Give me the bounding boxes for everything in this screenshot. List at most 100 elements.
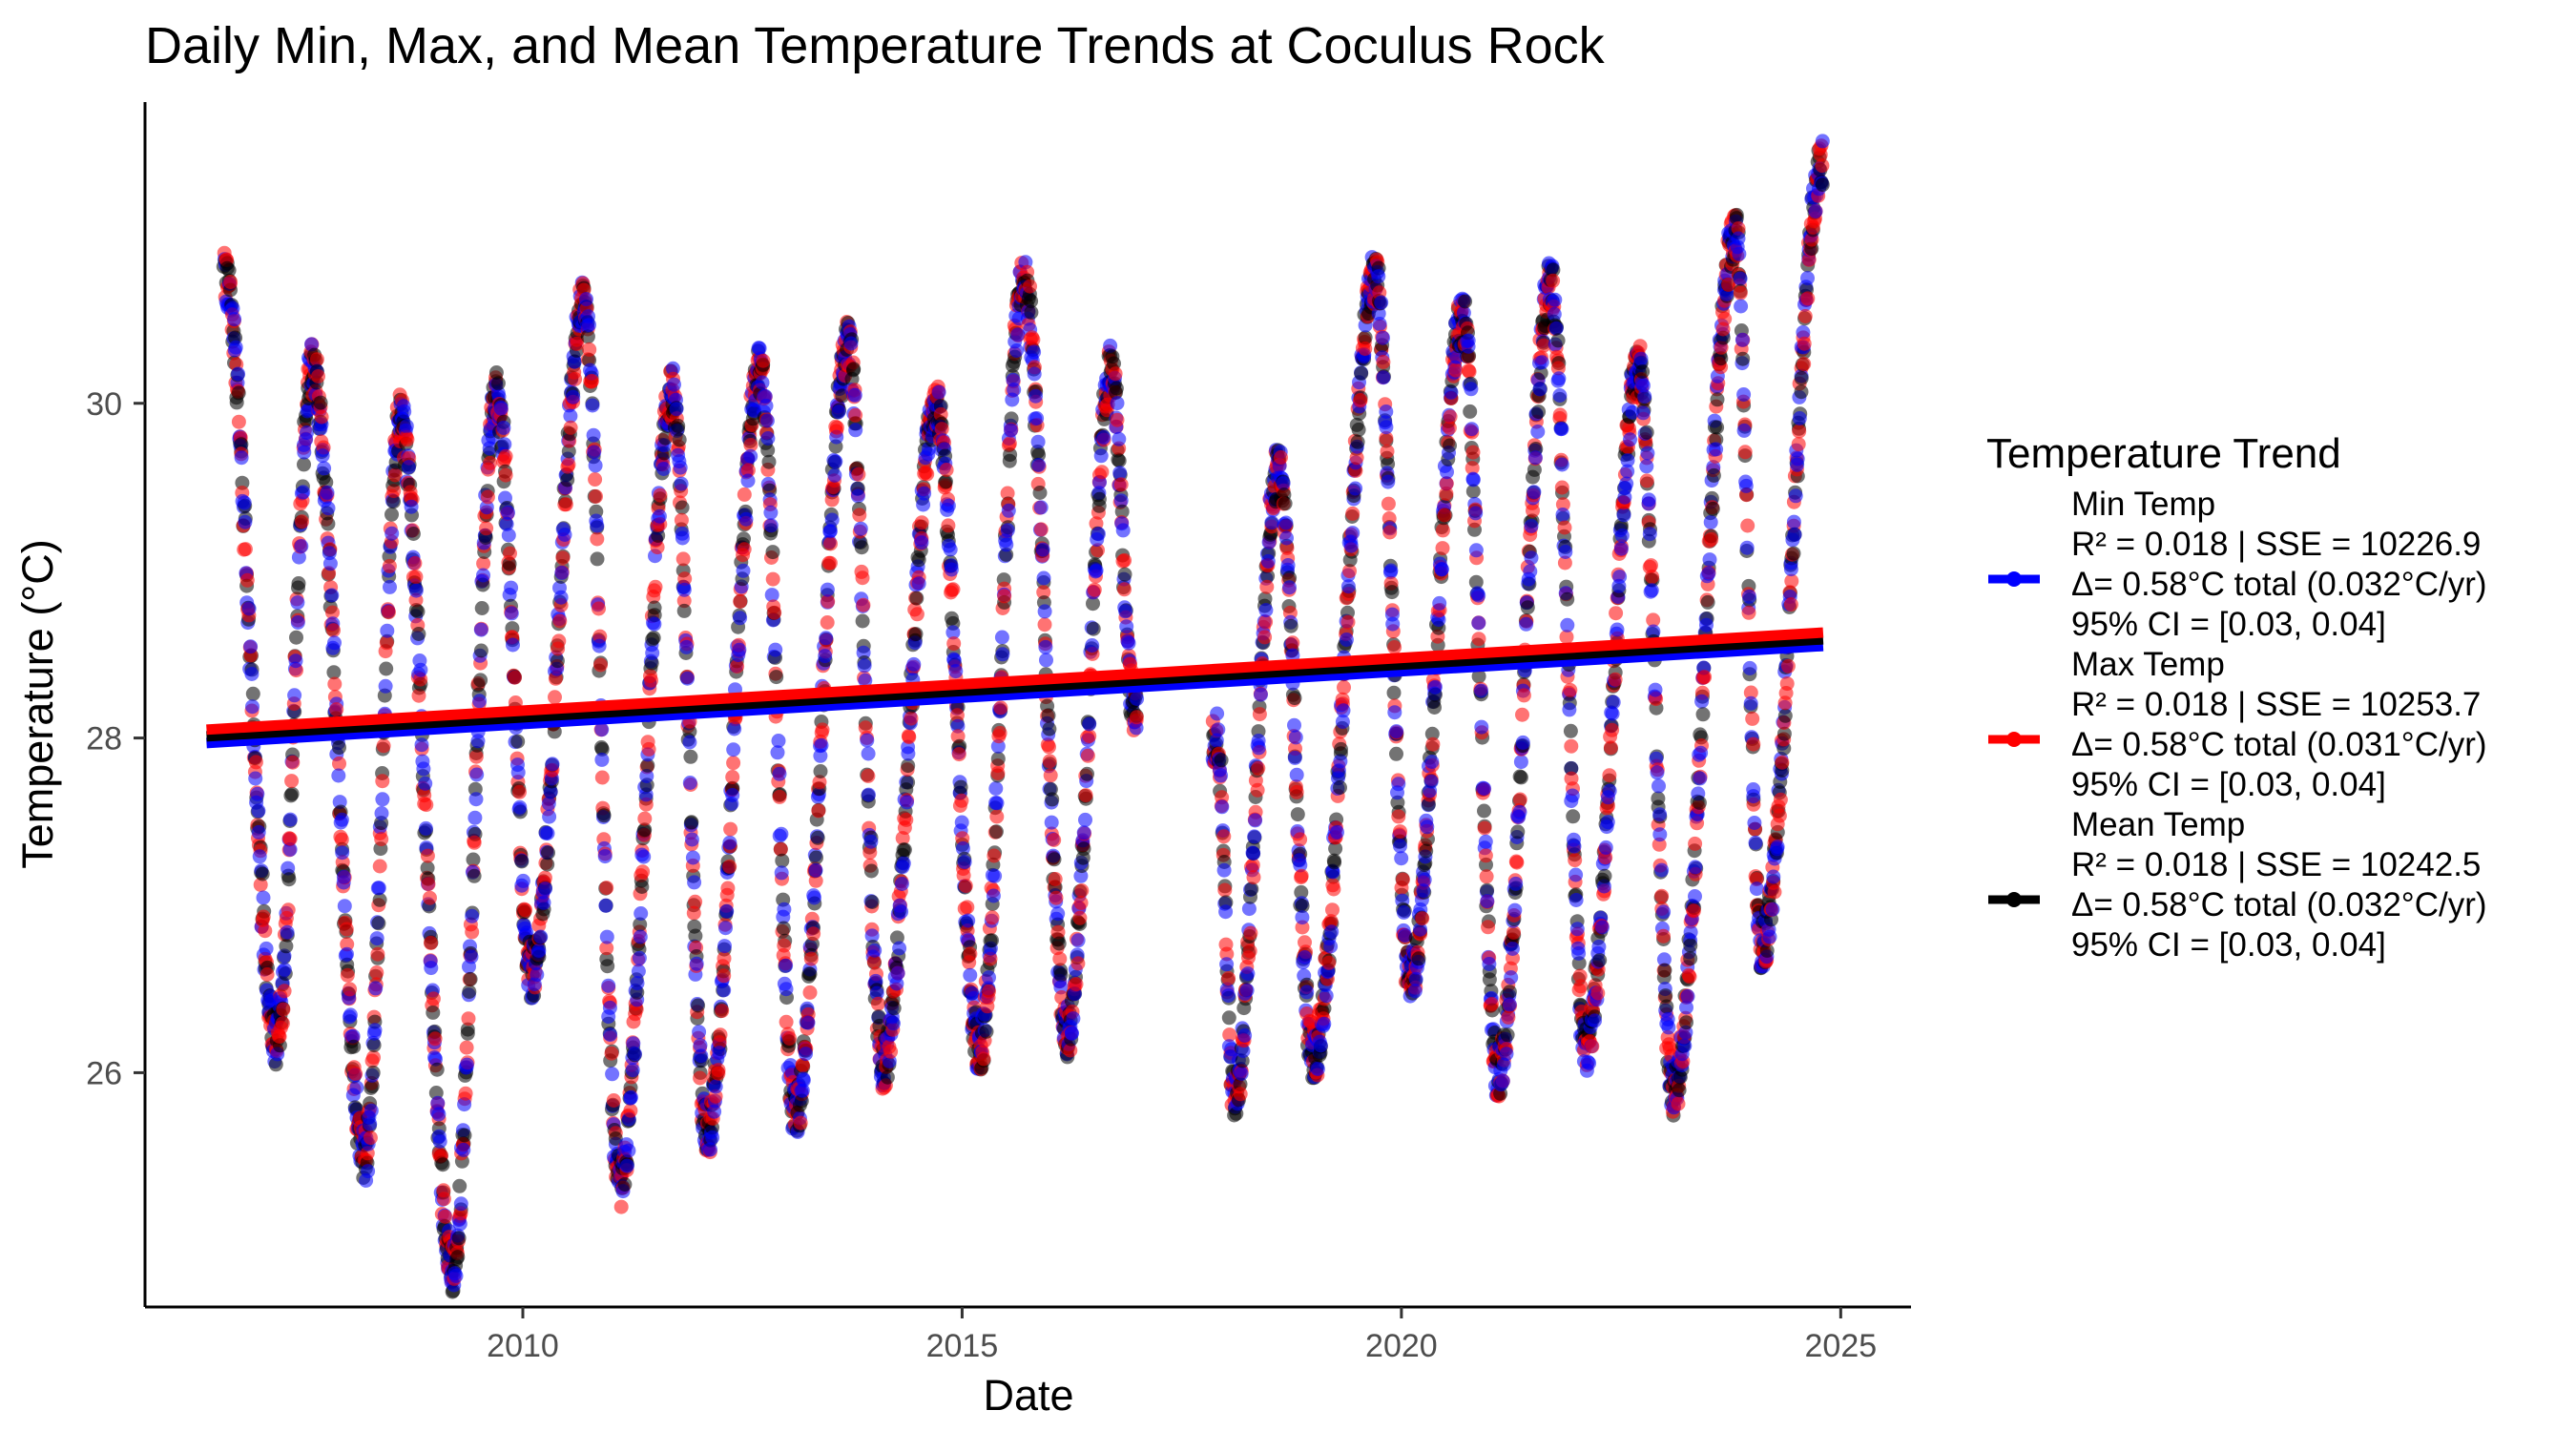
data-point: [461, 1011, 476, 1027]
data-point: [869, 985, 884, 1001]
data-point: [1530, 425, 1546, 439]
data-point: [1048, 872, 1063, 886]
data-point: [1319, 988, 1334, 1004]
data-point: [1548, 321, 1564, 336]
data-point: [1086, 621, 1101, 636]
data-point: [287, 688, 302, 703]
data-point: [1243, 925, 1258, 941]
data-point: [256, 909, 271, 924]
data-point: [1354, 365, 1369, 381]
trend-line: [206, 640, 1824, 749]
data-point: [1129, 710, 1144, 725]
data-point: [1323, 939, 1339, 954]
data-point: [1448, 363, 1464, 378]
data-point: [291, 550, 306, 565]
data-point: [474, 601, 489, 615]
data-point: [1254, 687, 1268, 702]
data-point: [708, 1079, 723, 1094]
data-point: [508, 670, 522, 685]
data-point: [1588, 1013, 1602, 1028]
data-point: [1654, 862, 1670, 878]
data-point: [599, 929, 614, 944]
data-point: [719, 903, 735, 919]
data-point: [822, 555, 838, 570]
legend-text-line: 95% CI = [0.03, 0.04]: [2071, 606, 2386, 643]
data-point: [1379, 404, 1394, 419]
data-point: [1740, 518, 1755, 533]
data-point: [580, 329, 595, 344]
data-point: [543, 784, 558, 799]
data-point: [346, 1039, 362, 1054]
data-point: [376, 738, 391, 754]
data-point: [567, 354, 582, 369]
data-point: [416, 761, 431, 777]
data-point: [1717, 311, 1733, 326]
data-point: [958, 879, 973, 893]
data-point: [324, 588, 340, 603]
data-point: [726, 742, 741, 757]
data-point: [1078, 788, 1093, 803]
data-point: [689, 956, 704, 971]
data-point: [776, 921, 791, 936]
data-point: [1694, 694, 1710, 709]
data-point: [1461, 339, 1476, 354]
data-point: [916, 497, 931, 512]
data-point: [1002, 436, 1017, 451]
data-point: [1741, 605, 1756, 620]
data-point: [1692, 795, 1707, 810]
data-point: [1532, 382, 1548, 397]
data-point: [259, 941, 274, 956]
data-point: [807, 890, 821, 905]
data-point: [586, 427, 601, 443]
data-point: [1478, 834, 1493, 849]
data-point: [1815, 158, 1830, 174]
data-point: [1038, 639, 1053, 654]
data-point: [675, 500, 690, 515]
data-point: [1234, 1067, 1249, 1081]
data-point: [504, 606, 519, 621]
data-point: [755, 375, 770, 390]
data-point: [1699, 617, 1714, 633]
data-point: [809, 850, 823, 865]
data-point: [828, 454, 843, 469]
data-point: [641, 741, 656, 757]
data-point: [245, 686, 260, 701]
data-point: [693, 1070, 708, 1086]
data-point: [601, 978, 616, 993]
data-point: [637, 811, 653, 826]
data-point: [596, 808, 612, 823]
data-point: [282, 841, 298, 857]
data-point: [457, 1097, 472, 1112]
data-point: [1043, 768, 1058, 783]
data-point: [1027, 344, 1042, 360]
data-point: [407, 555, 423, 570]
data-point: [669, 402, 684, 417]
data-point: [684, 832, 699, 847]
data-point: [363, 1116, 378, 1131]
data-point: [321, 501, 336, 516]
data-point: [1340, 579, 1356, 594]
data-point: [732, 642, 747, 657]
data-point: [418, 776, 433, 791]
data-point: [946, 653, 962, 668]
data-point: [1293, 832, 1308, 847]
data-point: [592, 601, 606, 616]
data-point: [1733, 285, 1748, 301]
data-point: [243, 639, 259, 654]
data-point: [1505, 942, 1520, 956]
data-point: [1786, 514, 1801, 529]
data-point: [796, 1072, 811, 1088]
data-point: [421, 877, 436, 892]
data-point: [1474, 683, 1488, 698]
data-point: [459, 1057, 474, 1072]
data-point: [1468, 543, 1484, 558]
data-point: [1477, 781, 1492, 797]
data-point: [769, 670, 784, 685]
data-point: [488, 365, 504, 380]
data-point: [315, 448, 330, 464]
data-point: [718, 921, 733, 936]
data-point: [1794, 371, 1809, 385]
data-point: [1564, 738, 1579, 754]
data-point: [411, 627, 426, 641]
legend-text-line: Δ= 0.58°C total (0.032°C/yr): [2071, 886, 2487, 923]
